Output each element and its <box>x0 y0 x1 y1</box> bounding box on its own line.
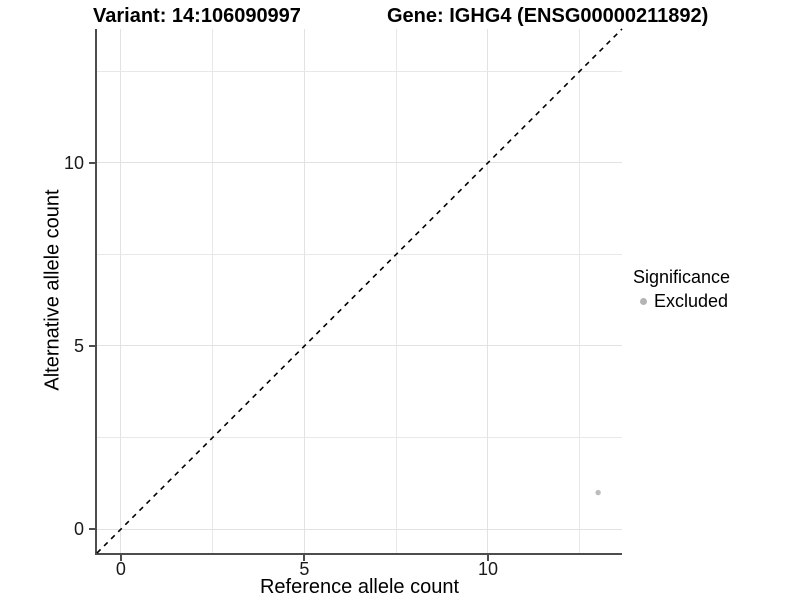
plot-title-gene: Gene: IGHG4 (ENSG00000211892) <box>387 5 709 27</box>
x-tick-label: 5 <box>299 559 310 579</box>
y-gridline <box>97 528 622 530</box>
plot-layer <box>96 28 623 554</box>
legend: Significance Excluded <box>633 266 730 312</box>
legend-item-label: Excluded <box>654 291 729 311</box>
x-tick <box>486 555 489 561</box>
y-gridline <box>97 70 622 72</box>
y-tick-label: 10 <box>63 152 84 173</box>
legend-item: Excluded <box>633 290 730 312</box>
y-gridline <box>97 345 622 347</box>
x-tick-label: 0 <box>115 559 126 579</box>
y-axis-title: Alternative allele count <box>41 189 64 391</box>
y-gridline <box>97 162 622 164</box>
x-gridline <box>212 29 214 553</box>
y-tick <box>89 344 95 347</box>
y-tick-label: 0 <box>73 519 84 540</box>
y-tick-label: 5 <box>73 335 84 356</box>
identity-dashed-line <box>96 28 623 554</box>
x-gridline <box>579 29 581 553</box>
y-gridline <box>97 253 622 255</box>
y-axis-line <box>95 29 97 555</box>
y-tick <box>89 528 95 531</box>
y-gridline <box>97 437 622 439</box>
legend-key-dot <box>640 297 647 305</box>
x-tick-label: 10 <box>477 559 498 579</box>
data-point <box>595 489 601 496</box>
x-tick <box>303 555 306 561</box>
x-gridline <box>395 29 397 553</box>
x-gridline <box>120 29 122 553</box>
x-axis-title: Reference allele count <box>259 576 459 598</box>
plot-title-variant: Variant: 14:106090997 <box>93 5 301 27</box>
y-tick <box>89 161 95 164</box>
x-gridline <box>303 29 305 553</box>
x-tick <box>119 555 122 561</box>
x-axis-line <box>95 553 622 555</box>
x-gridline <box>487 29 489 553</box>
legend-title: Significance <box>633 267 731 287</box>
